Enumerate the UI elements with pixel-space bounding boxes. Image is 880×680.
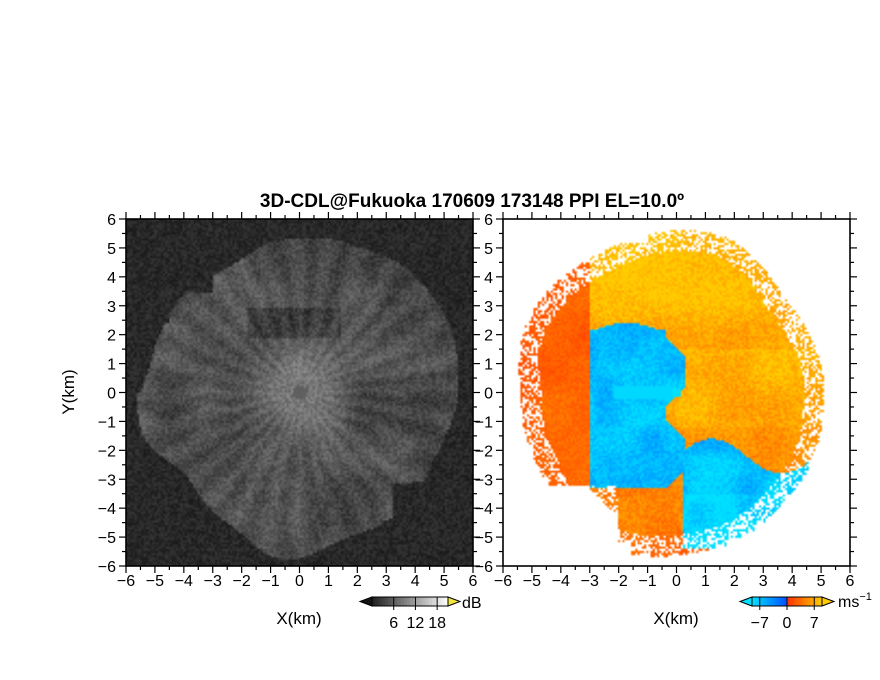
- x-tick-label: −3: [204, 573, 222, 590]
- x-tick-label: −3: [581, 573, 599, 590]
- y-tick-label: 3: [484, 299, 493, 316]
- y-tick-label: 6: [484, 212, 493, 229]
- y-tick-label: 0: [107, 386, 116, 403]
- x-tick-label: 4: [411, 573, 420, 590]
- x-tick-label: −6: [117, 573, 135, 590]
- y-tick-label: 6: [107, 212, 116, 229]
- x-tick-label: 2: [730, 573, 739, 590]
- x-tick-label: −4: [552, 573, 570, 590]
- reflectivity-colorbar: 6 12 18: [358, 596, 462, 632]
- y-tick-label: −1: [98, 414, 116, 431]
- y-tick-label: −4: [98, 501, 116, 518]
- y-tick-label: −6: [98, 559, 116, 576]
- chart-title: 3D-CDL@Fukuoka 170609 173148 PPI EL=10.0…: [260, 191, 684, 212]
- db-tick: 6: [389, 615, 398, 632]
- colorbar-unit-ms: ms−1: [838, 591, 872, 611]
- x-tick-label: 2: [353, 573, 362, 590]
- x-tick-label: 5: [817, 573, 826, 590]
- x-tick-label: −5: [523, 573, 541, 590]
- x-tick-label: −1: [261, 573, 279, 590]
- velocity-panel: −6 −5 −4 −3 −2 −1 0 1 2 3 4 5 6 6 5 4 3 2 1 0 −1 −2 −3 −4 −5 −6 X…: [475, 212, 857, 628]
- y-axis-label: Y(km): [59, 369, 78, 414]
- velocity-colorbar: −7 0 7: [738, 596, 836, 632]
- x-tick-label: 3: [759, 573, 768, 590]
- x-tick-label: 6: [469, 573, 478, 590]
- y-tick-label: −1: [475, 414, 493, 431]
- y-tick-label: −6: [475, 559, 493, 576]
- vel-tick: 0: [783, 615, 792, 632]
- x-tick-label: 0: [295, 573, 304, 590]
- db-tick: 12: [407, 615, 425, 632]
- x-tick-label: 1: [324, 573, 333, 590]
- x-tick-label: −1: [638, 573, 656, 590]
- y-tick-label: −5: [98, 530, 116, 547]
- x-tick-label: 5: [440, 573, 449, 590]
- x-tick-label: −6: [494, 573, 512, 590]
- reflectivity-panel: −6 −5 −4 −3 −2 −1 0 1 2 3 4 5 6 6 5 4 3 2 1 0 −1 −2 −3 −4 −5 −6 Y…: [59, 212, 480, 628]
- y-tick-label: 4: [484, 270, 493, 287]
- y-tick-label: 5: [107, 241, 116, 258]
- y-tick-label: 1: [107, 357, 116, 374]
- x-tick-label: −4: [175, 573, 193, 590]
- db-tick: 18: [428, 615, 446, 632]
- x-tick-label: 3: [382, 573, 391, 590]
- x-tick-label: 1: [701, 573, 710, 590]
- y-tick-label: −4: [475, 501, 493, 518]
- x-tick-label: −2: [233, 573, 251, 590]
- y-tick-label: −2: [475, 443, 493, 460]
- x-axis-label-right: X(km): [653, 609, 698, 628]
- y-tick-label: 3: [107, 299, 116, 316]
- reflectivity-heatmap: [126, 219, 473, 566]
- y-tick-label: −3: [98, 472, 116, 489]
- y-tick-label: −3: [475, 472, 493, 489]
- velocity-heatmap: [503, 219, 850, 566]
- x-tick-label: 6: [846, 573, 855, 590]
- y-tick-label: 0: [484, 386, 493, 403]
- y-tick-label: 2: [107, 328, 116, 345]
- colorbar-unit-db: dB: [462, 595, 482, 612]
- x-tick-label: −2: [610, 573, 628, 590]
- y-tick-label: 2: [484, 328, 493, 345]
- vel-tick: 7: [810, 615, 819, 632]
- x-axis-label-left: X(km): [276, 609, 321, 628]
- vel-tick: −7: [751, 615, 769, 632]
- colorbar-unit-exponent: −1: [859, 591, 872, 603]
- y-tick-label: 4: [107, 270, 116, 287]
- y-tick-label: 5: [484, 241, 493, 258]
- x-tick-label: −5: [146, 573, 164, 590]
- x-tick-label: 0: [672, 573, 681, 590]
- y-tick-label: −5: [475, 530, 493, 547]
- x-tick-label: 4: [788, 573, 797, 590]
- y-tick-label: 1: [484, 357, 493, 374]
- y-tick-label: −2: [98, 443, 116, 460]
